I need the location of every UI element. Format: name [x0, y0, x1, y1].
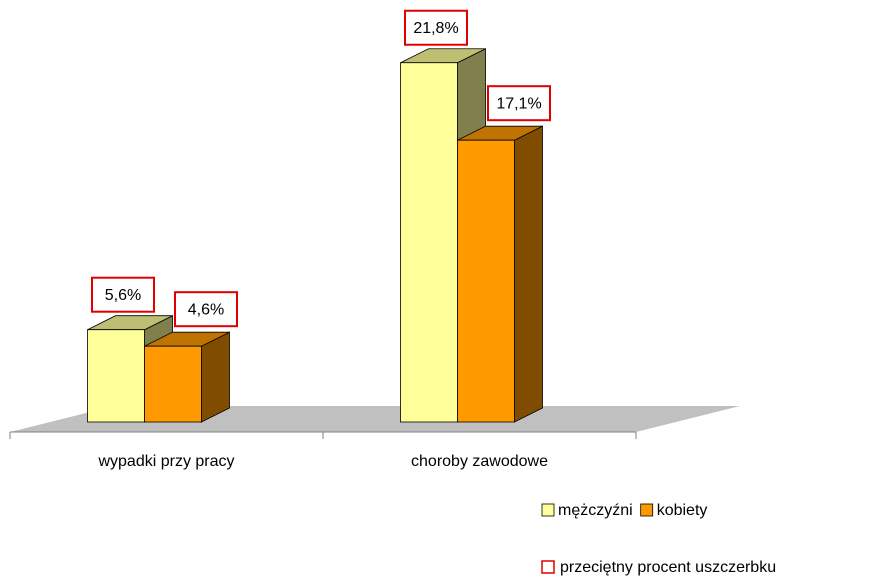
- x-tick-label: wypadki przy pracy: [97, 453, 234, 470]
- legend-swatch: [640, 503, 654, 517]
- x-tick-label: choroby zawodowe: [411, 453, 548, 470]
- value-label-box: [487, 85, 551, 122]
- legend-label: mężczyźni: [558, 502, 633, 519]
- value-label-box: [404, 9, 468, 46]
- bar-side: [201, 331, 230, 423]
- value-label: 17,1%: [496, 95, 541, 112]
- bar-side: [514, 125, 543, 423]
- legend-label: przeciętny procent uszczerbku: [560, 559, 776, 576]
- legend-swatch: [541, 503, 555, 517]
- legend-swatch: [541, 560, 555, 574]
- bar: [400, 62, 458, 423]
- value-label-box: [174, 291, 238, 328]
- value-label: 21,8%: [413, 20, 458, 37]
- legend-label: kobiety: [657, 502, 708, 519]
- value-label: 4,6%: [188, 301, 224, 318]
- value-label: 5,6%: [105, 287, 141, 304]
- value-label-box: [91, 276, 155, 313]
- bar: [87, 329, 145, 423]
- bar: [144, 345, 202, 423]
- bar: [457, 139, 515, 423]
